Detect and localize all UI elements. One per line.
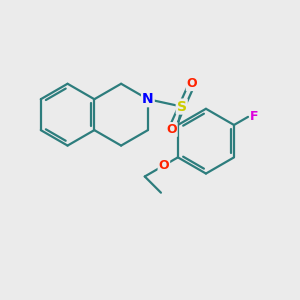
Text: F: F (250, 110, 259, 123)
Text: O: O (187, 77, 197, 90)
Text: O: O (159, 159, 169, 172)
Text: O: O (166, 123, 177, 136)
Text: S: S (177, 100, 187, 114)
Text: N: N (142, 92, 154, 106)
